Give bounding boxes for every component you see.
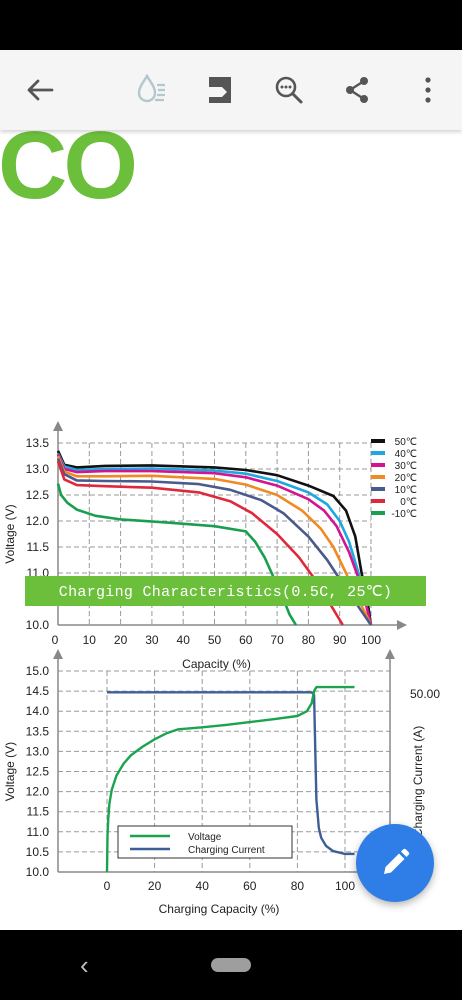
legend-label: 10℃ [395, 485, 417, 496]
y-tick-label: 15.0 [26, 664, 50, 678]
legend-swatch [371, 463, 385, 467]
nav-back-icon[interactable]: ‹ [80, 950, 89, 980]
legend-swatch [371, 475, 385, 479]
back-arrow-icon[interactable] [20, 70, 60, 110]
legend-label: 20℃ [395, 473, 417, 484]
share-icon[interactable] [337, 70, 377, 110]
y2-axis-title: Charging Current (A) [411, 726, 425, 837]
y-tick-label: 14.0 [26, 704, 50, 718]
series-line [105, 685, 355, 873]
y-tick-label: 13.5 [26, 436, 50, 450]
banner-title: Charging Characteristics(0.5C, 25℃) [58, 583, 393, 601]
legend-swatch [371, 487, 385, 491]
pencil-icon [384, 848, 410, 874]
x-tick-label: 60 [243, 879, 257, 893]
legend-label: Charging Current [188, 845, 265, 856]
section-banner: Charging Characteristics(0.5C, 25℃) [25, 576, 426, 606]
x-tick-label: 0 [52, 633, 59, 647]
document-page[interactable]: CO 10.0 10.5 11.0 11.5 12.0 12.5 13.0 13.5 0 10 20… [0, 130, 462, 930]
ink-drop-icon[interactable] [131, 70, 171, 110]
discharge-chart: 10.010.511.011.512.012.513.013.501020304… [3, 421, 417, 671]
x-tick-label: 40 [196, 879, 210, 893]
system-nav-bar: ‹ [0, 930, 462, 1000]
legend-label: 40℃ [395, 449, 417, 460]
y-tick-label: 14.5 [26, 684, 50, 698]
y-tick-label: 12.0 [26, 514, 50, 528]
legend-box [117, 825, 293, 859]
x-tick-label: 70 [270, 633, 284, 647]
edit-fab-button[interactable] [356, 824, 434, 902]
nav-home-pill[interactable] [211, 958, 251, 972]
series-line [56, 453, 373, 626]
x-tick-label: 80 [302, 633, 316, 647]
bookmark-icon[interactable] [200, 70, 240, 110]
y-tick-label: 10.0 [26, 865, 50, 879]
y-tick-label: 13.0 [26, 462, 50, 476]
legend-label: 0℃ [400, 497, 417, 508]
y-tick-label: 10.0 [26, 618, 50, 632]
x-tick-label: 80 [291, 879, 305, 893]
x-tick-label: 60 [239, 633, 253, 647]
legend-label: Voltage [188, 832, 222, 843]
x-axis-title: Capacity (%) [182, 657, 251, 671]
x-tick-label: 100 [361, 633, 381, 647]
x-tick-label: 20 [148, 879, 162, 893]
x-tick-label: 0 [104, 879, 111, 893]
legend-swatch [371, 439, 385, 443]
series-line [56, 450, 373, 626]
x-tick-label: 40 [177, 633, 191, 647]
legend-swatch [371, 511, 385, 515]
x-tick-label: 90 [333, 633, 347, 647]
y-axis-title: Voltage (V) [3, 504, 17, 563]
x-tick-label: 50 [208, 633, 222, 647]
more-vert-icon[interactable] [408, 70, 448, 110]
y-axis-arrow [53, 421, 63, 431]
y-axis-arrow [53, 649, 63, 659]
y-tick-label: 12.5 [26, 488, 50, 502]
status-bar [0, 0, 462, 50]
legend-label: 50℃ [395, 437, 417, 448]
x-tick-label: 20 [114, 633, 128, 647]
legend-label: -10℃ [391, 509, 417, 520]
search-zoom-icon[interactable] [269, 70, 309, 110]
charging-chart: 10.0 10.5 11.0 11.5 12.0 12.5 13.0 13.5 14.0 14.5… [3, 649, 440, 916]
brand-logo-text: CO [0, 130, 138, 219]
y2-tick-label: 50.00 [410, 687, 440, 701]
y-axis-title: Voltage (V) [3, 742, 17, 801]
y-tick-label: 12.5 [26, 765, 50, 779]
y-tick-label: 13.5 [26, 724, 50, 738]
legend-swatch [371, 451, 385, 455]
y-tick-label: 13.0 [26, 744, 50, 758]
y-tick-label: 11.5 [27, 805, 50, 819]
x-axis-title: Charging Capacity (%) [159, 902, 280, 916]
x-tick-label: 30 [145, 633, 159, 647]
y-tick-label: 10.5 [26, 845, 50, 859]
series-line [107, 691, 355, 856]
series-line [56, 452, 373, 626]
y-tick-label: 11.0 [27, 825, 50, 839]
legend-label: 30℃ [395, 461, 417, 472]
y-tick-label: 12.0 [26, 785, 50, 799]
y-tick-label: 11.5 [27, 540, 50, 554]
legend-swatch [371, 499, 385, 503]
y2-axis-arrow [385, 649, 395, 659]
x-tick-label: 100 [335, 879, 355, 893]
x-tick-label: 10 [83, 633, 97, 647]
x-axis-arrow [397, 620, 407, 630]
app-toolbar [0, 50, 462, 130]
